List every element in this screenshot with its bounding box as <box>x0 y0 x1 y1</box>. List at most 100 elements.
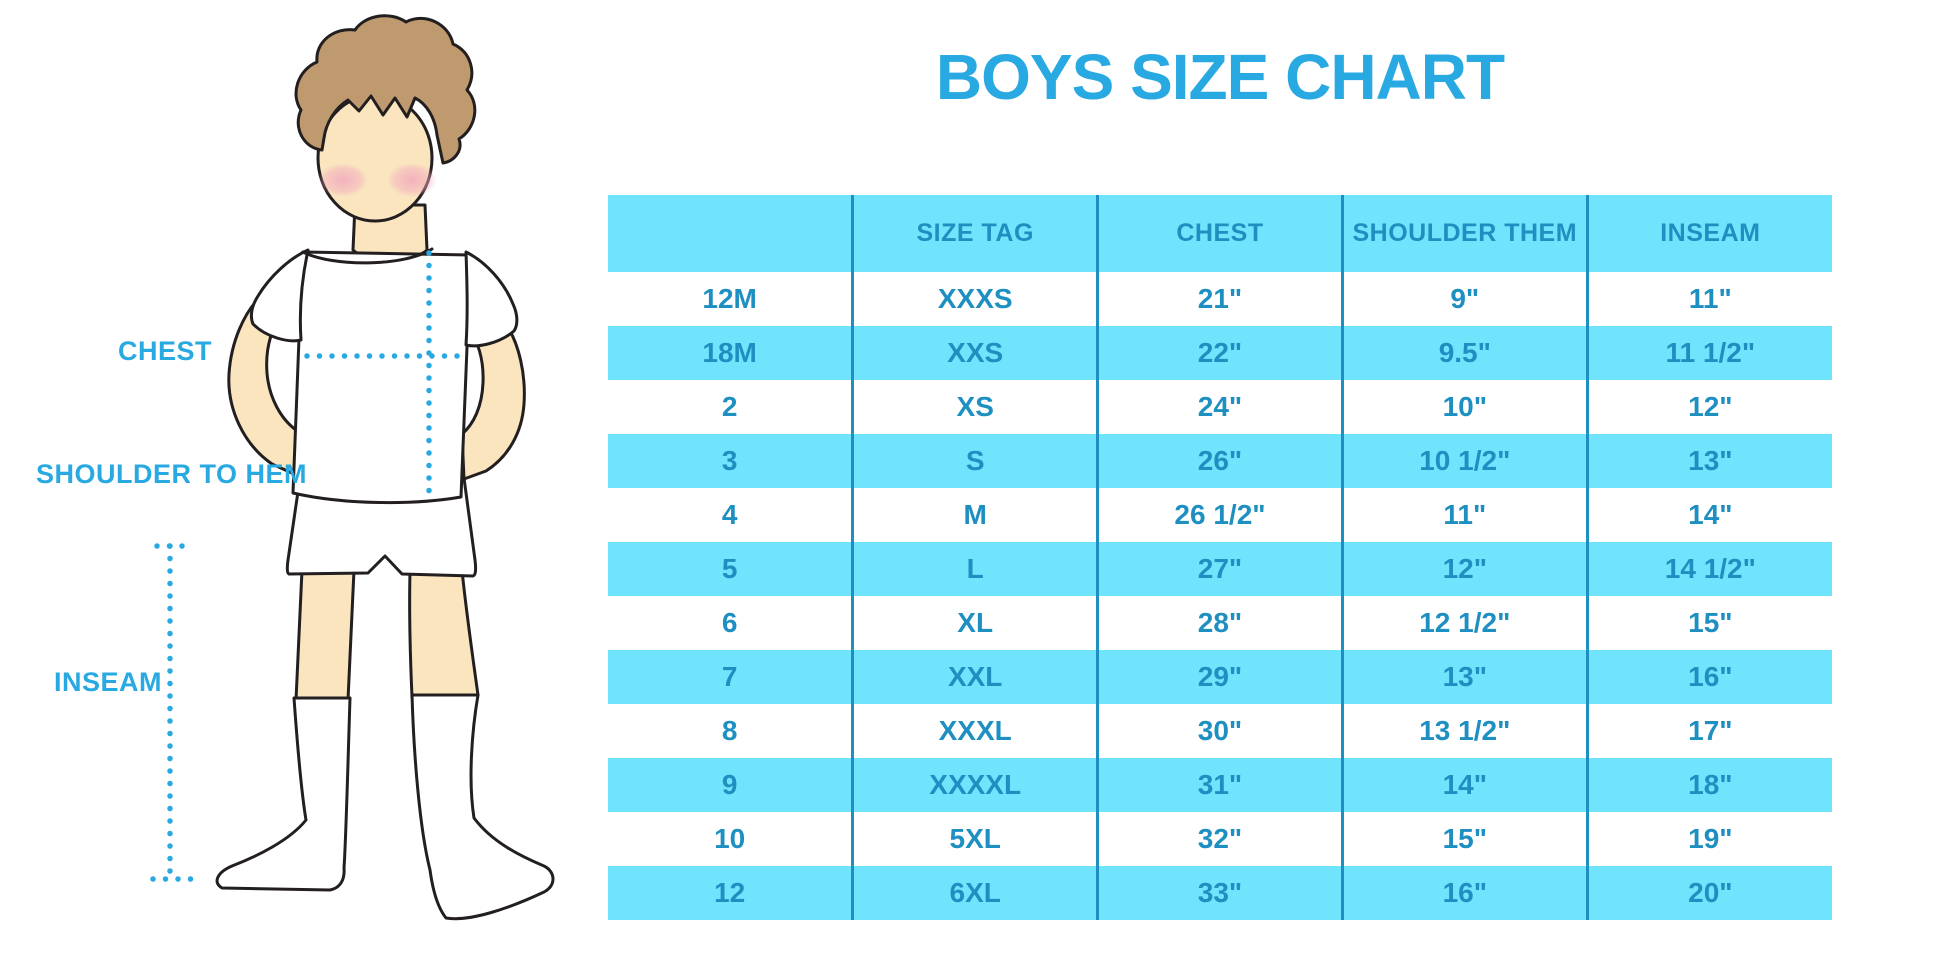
table-cell: L <box>851 542 1098 596</box>
table-cell: 20" <box>1585 866 1832 920</box>
row-age-size-cell: 18M <box>608 326 853 380</box>
boy-left-leg <box>294 568 356 702</box>
table-row: 6 XL 28" 12 1/2" 15" <box>608 596 1832 650</box>
boy-right-leg <box>408 568 480 699</box>
table-cell: 24" <box>1096 380 1343 434</box>
table-cell: 16" <box>1585 650 1832 704</box>
boy-left-sock <box>215 696 352 892</box>
table-cell: 12" <box>1340 542 1588 596</box>
table-cell: XXXXL <box>851 758 1098 812</box>
table-cell: 19" <box>1585 812 1832 866</box>
table-cell: 28" <box>1096 596 1343 650</box>
row-age-size-cell: 4 <box>721 499 738 530</box>
table-cell: XXL <box>851 650 1098 704</box>
table-cell: 14" <box>1340 758 1588 812</box>
column-header-size-tag: SIZE TAG <box>851 195 1098 272</box>
boy-right-sock <box>410 693 555 921</box>
table-cell: 29" <box>1096 650 1343 704</box>
table-cell: 27" <box>1096 542 1343 596</box>
table-cell: 11" <box>1340 488 1588 542</box>
size-table-body: 12M XXXS 21" 9" 11" 18M XXS 22" 9.5" 11 1/2" 2 XS 24… <box>608 272 1832 920</box>
table-cell: XXXS <box>851 272 1098 326</box>
table-cell: 10" <box>1340 380 1588 434</box>
inseam-label: INSEAM <box>54 667 163 697</box>
shoulder-to-hem-label: SHOULDER TO HEM <box>36 459 308 489</box>
table-cell: 12" <box>1585 380 1832 434</box>
table-cell: 16" <box>1340 866 1588 920</box>
boy-right-arm <box>460 322 526 481</box>
size-table-header-row: SIZE TAG CHEST SHOULDER THEM INSEAM <box>608 195 1832 272</box>
row-age-size-cell: 8 <box>721 715 738 746</box>
row-age-size-cell: 10 <box>714 823 746 854</box>
table-cell: 26" <box>1096 434 1343 488</box>
table-cell: 9.5" <box>1340 326 1588 380</box>
table-cell: 31" <box>1096 758 1343 812</box>
row-age-size-cell: 7 <box>608 650 853 704</box>
size-table: SIZE TAG CHEST SHOULDER THEM INSEAM 12M XXXS… <box>608 195 1832 920</box>
table-cell: 21" <box>1096 272 1343 326</box>
table-cell: XL <box>851 596 1098 650</box>
column-header-shoulder-them: SHOULDER THEM <box>1340 195 1588 272</box>
boy-shirt-body <box>291 250 472 505</box>
column-header-chest: CHEST <box>1096 195 1343 272</box>
chest-label: CHEST <box>118 336 213 366</box>
table-cell: 13" <box>1340 650 1588 704</box>
table-cell: S <box>851 434 1098 488</box>
table-row: 12 6XL 33" 16" 20" <box>608 866 1832 920</box>
table-cell: 11" <box>1585 272 1832 326</box>
table-cell: 6XL <box>851 866 1098 920</box>
table-row: 8 XXXL 30" 13 1/2" 17" <box>608 704 1832 758</box>
boy-hair <box>294 14 477 165</box>
table-row: 7 XXL 29" 13" 16" <box>608 650 1832 704</box>
measurement-figure: CHEST SHOULDER TO HEM INSEAM <box>0 0 600 973</box>
table-row: 4 M 26 1/2" 11" 14" <box>608 488 1832 542</box>
table-row: 12M XXXS 21" 9" 11" <box>608 272 1832 326</box>
table-cell: 17" <box>1585 704 1832 758</box>
row-age-size-cell: 9 <box>608 758 853 812</box>
table-cell: 10 1/2" <box>1340 434 1588 488</box>
boy-shirt-collar <box>301 247 434 265</box>
table-row: 9 XXXXL 31" 14" 18" <box>608 758 1832 812</box>
boy-shirt-right-sleeve <box>464 250 519 348</box>
table-cell: 12 1/2" <box>1340 596 1588 650</box>
row-age-size-cell: 12M <box>702 283 757 314</box>
row-age-size-cell: 2 <box>721 391 738 422</box>
row-age-size-cell: 12 <box>608 866 853 920</box>
boy-shirt-left-sleeve <box>249 248 310 343</box>
boy-blush-right <box>387 163 437 197</box>
page-title: BOYS SIZE CHART <box>935 41 1505 113</box>
table-cell: 9" <box>1340 272 1588 326</box>
row-age-size-cell: 6 <box>721 607 738 638</box>
table-row: 5 L 27" 12" 14 1/2" <box>608 542 1832 596</box>
table-cell: 18" <box>1585 758 1832 812</box>
row-age-size-cell: 5 <box>608 542 853 596</box>
table-cell: 15" <box>1585 596 1832 650</box>
row-age-size-cell: 3 <box>608 434 853 488</box>
boy-left-arm <box>227 293 298 476</box>
column-header-inseam: INSEAM <box>1585 195 1832 272</box>
table-cell: 33" <box>1096 866 1343 920</box>
boy-illustration <box>150 14 555 921</box>
table-cell: 32" <box>1096 812 1343 866</box>
table-row: 3 S 26" 10 1/2" 13" <box>608 434 1832 488</box>
table-cell: M <box>851 488 1098 542</box>
table-row: 10 5XL 32" 15" 19" <box>608 812 1832 866</box>
table-cell: XXS <box>851 326 1098 380</box>
table-row: 2 XS 24" 10" 12" <box>608 380 1832 434</box>
table-cell: XXXL <box>851 704 1098 758</box>
table-row: 18M XXS 22" 9.5" 11 1/2" <box>608 326 1832 380</box>
table-cell: 14 1/2" <box>1585 542 1832 596</box>
table-cell: 13 1/2" <box>1340 704 1588 758</box>
column-header-blank <box>608 195 853 272</box>
table-cell: 14" <box>1585 488 1832 542</box>
table-cell: 5XL <box>851 812 1098 866</box>
boy-blush-left <box>318 163 368 197</box>
table-cell: 22" <box>1096 326 1343 380</box>
table-cell: XS <box>851 380 1098 434</box>
table-cell: 30" <box>1096 704 1343 758</box>
table-cell: 13" <box>1585 434 1832 488</box>
table-cell: 11 1/2" <box>1585 326 1832 380</box>
table-cell: 26 1/2" <box>1096 488 1343 542</box>
table-cell: 15" <box>1340 812 1588 866</box>
